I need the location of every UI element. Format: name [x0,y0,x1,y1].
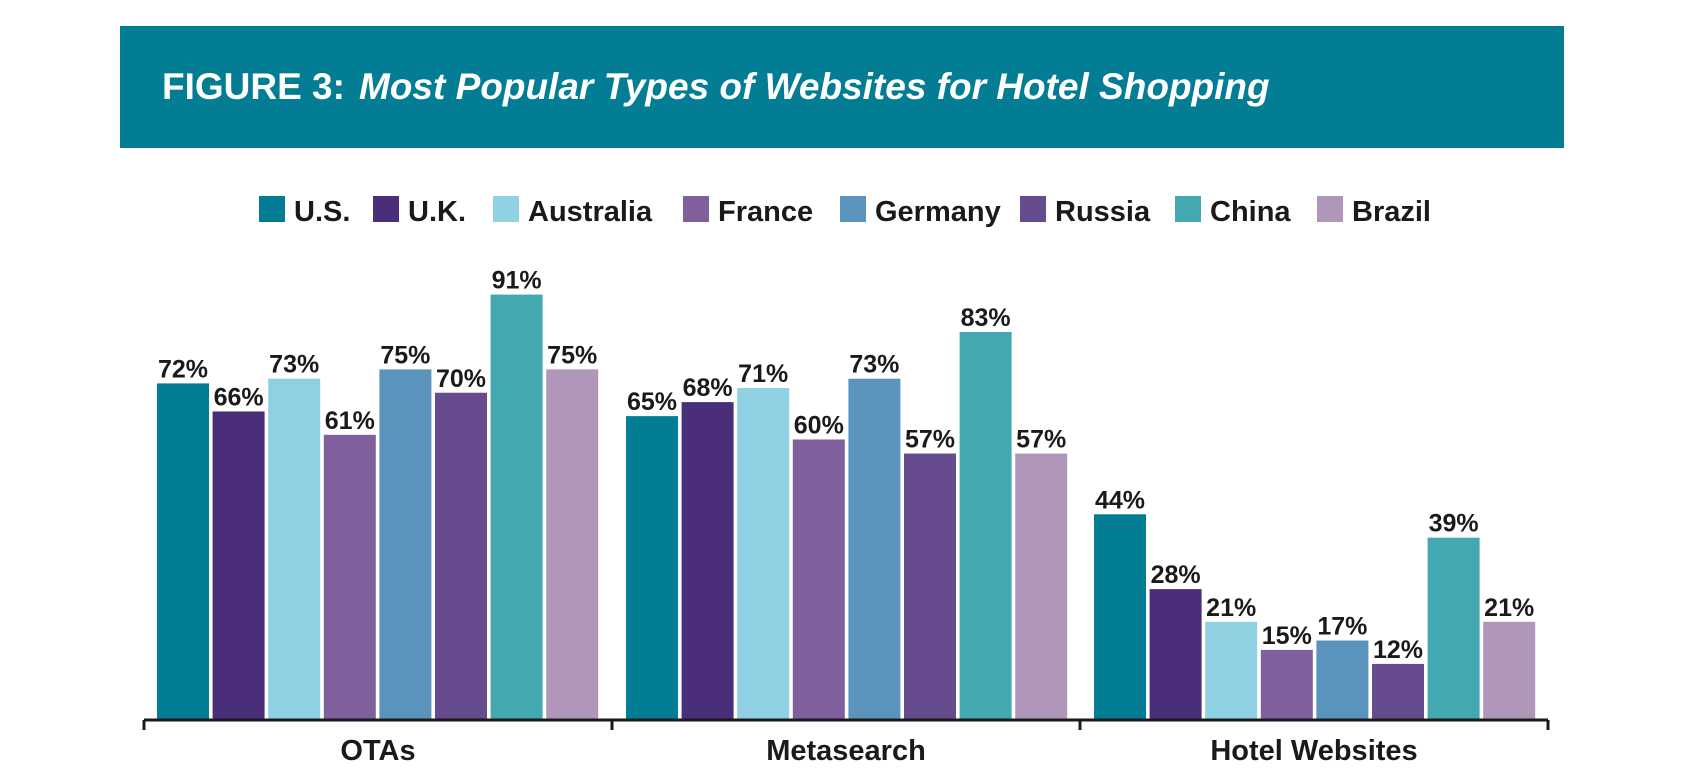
bar-otas-australia [268,378,321,720]
bar-metasearch-brazil [1015,453,1068,720]
value-label-otas-u-s: 72% [158,355,208,383]
category-label-metasearch: Metasearch [766,735,926,767]
chart-value-labels: 72%66%73%61%75%70%91%75%65%68%71%60%73%5… [158,267,1534,664]
value-label-metasearch-france: 60% [794,412,844,440]
value-label-otas-germany: 75% [380,341,430,369]
value-label-metasearch-australia: 71% [738,360,788,388]
legend-swatch-australia [493,196,519,222]
bar-metasearch-germany [848,378,901,720]
figure-subtitle: Most Popular Types of Websites for Hotel… [358,66,1270,107]
bar-otas-brazil [546,369,599,720]
bar-hotel-websites-brazil [1483,621,1536,720]
legend-swatch-u-s [259,196,285,222]
bar-otas-germany [379,369,432,720]
bar-hotel-websites-u-s [1094,514,1146,720]
bar-metasearch-france [792,439,845,720]
bar-hotel-websites-china [1427,537,1480,720]
legend-label-brazil: Brazil [1352,196,1431,228]
bar-metasearch-australia [737,388,790,720]
value-label-hotel-websites-brazil: 21% [1484,594,1534,622]
value-label-hotel-websites-u-k: 28% [1151,561,1201,589]
legend-label-russia: Russia [1055,196,1151,228]
legend-label-u-s: U.S. [294,196,350,228]
bar-metasearch-china [959,331,1012,720]
value-label-metasearch-china: 83% [961,304,1011,332]
bar-hotel-websites-australia [1205,621,1258,720]
bar-metasearch-u-s [626,416,678,720]
bar-otas-china [490,294,543,720]
legend-label-u-k: U.K. [408,196,466,228]
value-label-metasearch-germany: 73% [849,351,899,379]
chart-legend: U.S. U.K. Australia France Germany Russia Chin… [259,196,1431,228]
bar-otas-france [323,434,376,720]
legend-label-germany: Germany [875,196,1001,228]
legend-label-france: France [718,196,813,228]
figure-banner: FIGURE 3: Most Popular Types of Websites … [120,26,1564,148]
value-label-hotel-websites-china: 39% [1429,510,1479,538]
legend-swatch-france [683,196,709,222]
value-label-metasearch-u-s: 65% [627,388,677,416]
value-label-hotel-websites-u-s: 44% [1095,486,1145,514]
bar-metasearch-u-k [681,402,734,720]
value-label-otas-brazil: 75% [547,341,597,369]
bar-metasearch-russia [904,453,956,720]
bar-hotel-websites-germany [1316,640,1369,720]
figure-label: FIGURE 3: [162,66,345,107]
legend-label-australia: Australia [528,196,653,228]
value-label-otas-australia: 73% [269,351,319,379]
legend-swatch-china [1175,196,1201,222]
category-label-otas: OTAs [340,735,415,767]
bar-otas-russia [435,392,487,720]
x-axis: OTAs Metasearch Hotel Websites [142,718,1550,767]
legend-swatch-germany [840,196,866,222]
value-label-metasearch-russia: 57% [905,426,955,454]
bar-otas-u-k [212,411,265,720]
value-label-otas-france: 61% [325,407,375,435]
value-label-hotel-websites-france: 15% [1262,622,1312,650]
value-label-metasearch-brazil: 57% [1016,426,1066,454]
bar-hotel-websites-russia [1372,663,1424,720]
figure-title: FIGURE 3: Most Popular Types of Websites … [162,26,1270,148]
value-label-hotel-websites-australia: 21% [1206,594,1256,622]
bar-hotel-websites-france [1260,649,1313,720]
value-label-otas-russia: 70% [436,365,486,393]
value-label-metasearch-u-k: 68% [683,374,733,402]
value-label-otas-china: 91% [492,267,542,295]
bar-hotel-websites-u-k [1149,589,1202,720]
legend-swatch-brazil [1317,196,1343,222]
value-label-otas-u-k: 66% [214,383,264,411]
value-label-hotel-websites-russia: 12% [1373,636,1423,664]
legend-swatch-u-k [373,196,399,222]
bar-otas-u-s [157,383,209,720]
category-label-hotel-websites: Hotel Websites [1210,735,1417,767]
value-label-hotel-websites-germany: 17% [1317,613,1367,641]
chart-bars [157,294,1536,720]
legend-swatch-russia [1020,196,1046,222]
legend-label-china: China [1210,196,1291,228]
